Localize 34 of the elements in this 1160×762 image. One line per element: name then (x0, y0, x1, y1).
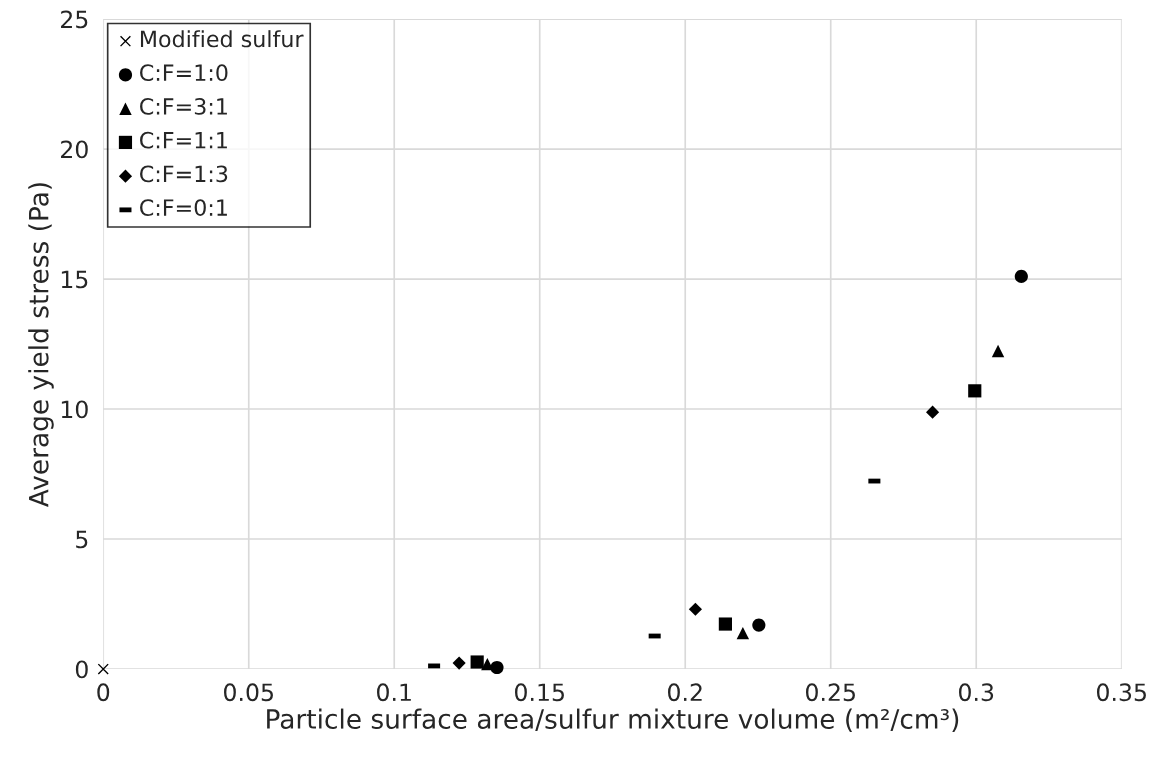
y-tick-label: 25 (61, 10, 88, 29)
x-tick-label: 0.3 (959, 683, 994, 702)
point (470, 655, 484, 669)
point (925, 405, 940, 419)
point (97, 663, 109, 675)
legend-label: C:F=1:3 (140, 165, 228, 183)
legend-label: C:F=1:0 (140, 64, 228, 82)
x-axis-title: Particle surface area/sulfur mixture volume (m²/cm³) (267, 708, 959, 733)
point (490, 660, 504, 675)
legend-label: C:F=0:1 (140, 199, 227, 217)
point (452, 656, 466, 670)
point (718, 617, 732, 631)
point (968, 384, 982, 398)
y-axis-title: Average yield stress (Pa) (28, 183, 54, 508)
point (991, 344, 1005, 358)
y-tick-label: 5 (76, 530, 88, 549)
x-tick-label: 0.25 (806, 683, 855, 702)
point (752, 618, 766, 632)
y-tick-label: 15 (61, 270, 88, 289)
y-tick-label: 20 (61, 140, 88, 159)
x-tick-label: 0.1 (377, 683, 411, 702)
x-tick-label: 0.35 (1096, 683, 1146, 702)
legend-label: C:F=1:1 (140, 131, 227, 149)
point (1014, 269, 1028, 284)
x-tick-label: 0.05 (224, 683, 273, 702)
x-tick-label: 0.2 (668, 683, 702, 702)
x-tick-label: 0 (97, 683, 110, 702)
y-tick-label: 10 (61, 400, 88, 419)
legend-label: C:F=3:1 (140, 98, 227, 115)
point (736, 626, 750, 640)
legend-label: Modified sulfur (140, 30, 304, 48)
x-tick-label: 0.15 (515, 683, 564, 702)
point (688, 602, 702, 616)
y-tick-label: 0 (75, 660, 88, 679)
